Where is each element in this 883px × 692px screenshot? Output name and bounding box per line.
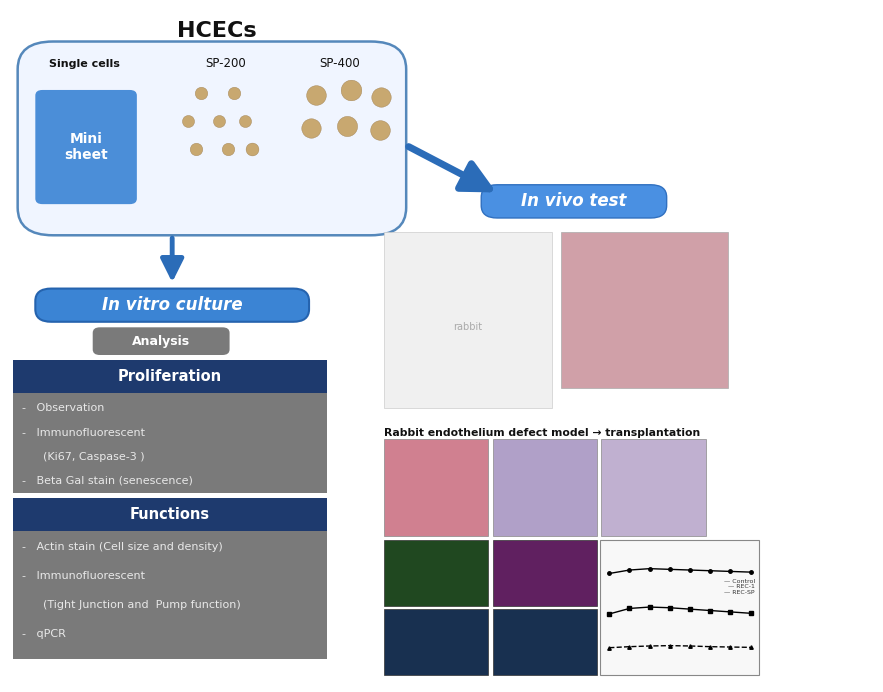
Bar xyxy=(13,498,327,531)
Text: rabbit: rabbit xyxy=(454,322,482,332)
FancyBboxPatch shape xyxy=(35,289,309,322)
Text: Proliferation: Proliferation xyxy=(118,369,222,384)
Text: HCECs: HCECs xyxy=(177,21,256,41)
Text: — Control
— REC-1
— REC-SP: — Control — REC-1 — REC-SP xyxy=(724,579,755,595)
Point xyxy=(374,91,389,102)
Bar xyxy=(384,609,488,675)
Text: Mini
sheet: Mini sheet xyxy=(64,132,108,162)
Bar xyxy=(493,439,597,536)
Text: -   Immunofluorescent: - Immunofluorescent xyxy=(22,428,145,437)
Bar xyxy=(384,439,488,536)
Bar xyxy=(13,360,327,393)
Bar xyxy=(13,393,327,493)
FancyBboxPatch shape xyxy=(35,90,137,204)
Bar xyxy=(384,232,552,408)
Point xyxy=(238,116,253,127)
FancyBboxPatch shape xyxy=(18,42,406,235)
Point xyxy=(227,88,241,99)
Bar xyxy=(13,531,327,659)
Point xyxy=(189,143,203,154)
Text: -   qPCR: - qPCR xyxy=(22,629,66,639)
Text: -   Actin stain (Cell size and density): - Actin stain (Cell size and density) xyxy=(22,542,223,552)
Point xyxy=(221,143,235,154)
Text: -   Observation: - Observation xyxy=(22,403,104,413)
Text: SP-400: SP-400 xyxy=(320,57,360,70)
Point xyxy=(373,125,387,136)
Text: Rabbit endothelium defect model → transplantation: Rabbit endothelium defect model → transp… xyxy=(384,428,700,437)
Text: Functions: Functions xyxy=(130,507,210,522)
Text: (Tight Junction and  Pump function): (Tight Junction and Pump function) xyxy=(22,600,241,610)
Bar xyxy=(384,540,488,606)
Point xyxy=(304,122,318,134)
Point xyxy=(344,84,358,95)
Point xyxy=(340,120,354,131)
Bar xyxy=(493,609,597,675)
Text: In vitro culture: In vitro culture xyxy=(102,296,243,314)
Bar xyxy=(493,540,597,606)
Point xyxy=(212,116,226,127)
Point xyxy=(309,90,323,101)
Text: -   Immunofluorescent: - Immunofluorescent xyxy=(22,571,145,581)
Text: (Ki67, Caspase-3 ): (Ki67, Caspase-3 ) xyxy=(22,452,145,462)
Point xyxy=(194,88,208,99)
Bar xyxy=(601,439,706,536)
Text: SP-200: SP-200 xyxy=(205,57,245,70)
Point xyxy=(245,143,259,154)
Bar xyxy=(600,540,759,675)
Text: Single cells: Single cells xyxy=(49,59,120,69)
Point xyxy=(181,116,195,127)
Text: Analysis: Analysis xyxy=(132,335,190,347)
Text: In vivo test: In vivo test xyxy=(521,192,627,210)
Bar xyxy=(561,232,728,388)
FancyBboxPatch shape xyxy=(93,327,230,355)
FancyBboxPatch shape xyxy=(481,185,667,218)
Text: -   Beta Gal stain (senescence): - Beta Gal stain (senescence) xyxy=(22,476,193,486)
